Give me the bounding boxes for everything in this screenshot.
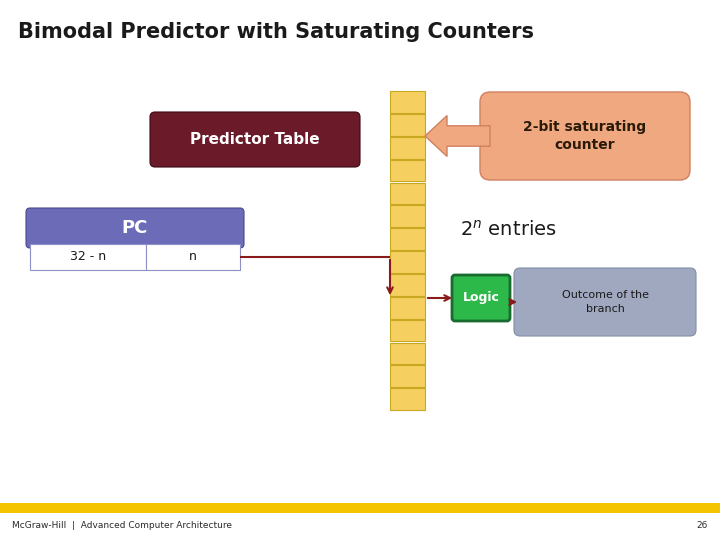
Text: $2^n$ entries: $2^n$ entries — [460, 220, 557, 240]
FancyBboxPatch shape — [390, 297, 425, 319]
FancyBboxPatch shape — [390, 228, 425, 250]
FancyBboxPatch shape — [390, 206, 425, 227]
FancyBboxPatch shape — [390, 183, 425, 204]
Text: n: n — [189, 251, 197, 264]
Text: 26: 26 — [697, 522, 708, 530]
FancyBboxPatch shape — [26, 208, 244, 248]
FancyBboxPatch shape — [390, 388, 425, 410]
Bar — [0, 503, 720, 513]
Text: Outcome of the
branch: Outcome of the branch — [562, 290, 649, 314]
FancyBboxPatch shape — [452, 275, 510, 321]
FancyBboxPatch shape — [390, 137, 425, 159]
FancyBboxPatch shape — [390, 342, 425, 365]
FancyBboxPatch shape — [390, 251, 425, 273]
FancyBboxPatch shape — [390, 91, 425, 113]
Text: Predictor Table: Predictor Table — [190, 132, 320, 147]
Text: 2-bit saturating
counter: 2-bit saturating counter — [523, 120, 647, 152]
FancyBboxPatch shape — [150, 112, 360, 167]
Text: 32 - n: 32 - n — [70, 251, 106, 264]
FancyBboxPatch shape — [390, 366, 425, 387]
Polygon shape — [425, 116, 490, 157]
Text: Logic: Logic — [462, 292, 500, 305]
Text: PC: PC — [122, 219, 148, 237]
FancyBboxPatch shape — [390, 160, 425, 181]
Bar — [145, 244, 240, 270]
Text: Bimodal Predictor with Saturating Counters: Bimodal Predictor with Saturating Counte… — [18, 22, 534, 42]
FancyBboxPatch shape — [480, 92, 690, 180]
Bar — [30, 244, 145, 270]
FancyBboxPatch shape — [390, 320, 425, 341]
FancyBboxPatch shape — [390, 274, 425, 296]
FancyBboxPatch shape — [390, 114, 425, 136]
Text: McGraw-Hill  |  Advanced Computer Architecture: McGraw-Hill | Advanced Computer Architec… — [12, 522, 232, 530]
FancyBboxPatch shape — [514, 268, 696, 336]
